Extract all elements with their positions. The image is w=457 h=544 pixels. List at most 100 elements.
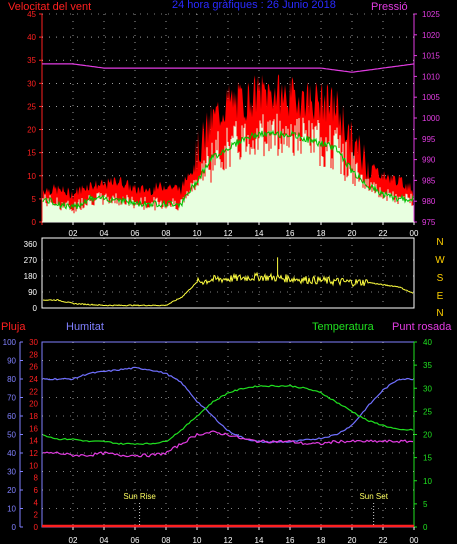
rain-tick-label: 2 — [34, 511, 39, 520]
temperature-tick-label: 15 — [423, 454, 432, 463]
wind-tick-label: 15 — [27, 149, 36, 158]
x-tick-label: 06 — [131, 536, 140, 544]
x-tick-label: 08 — [162, 229, 171, 238]
humidity-title: Humitat — [66, 321, 104, 333]
wind-tick-label: 25 — [27, 102, 36, 111]
temperature-series — [42, 384, 414, 446]
x-tick-label: 04 — [100, 536, 109, 544]
temperature-tick-label: 35 — [423, 361, 432, 370]
humidity-series — [42, 366, 414, 444]
temperature-tick-label: 25 — [423, 407, 432, 416]
x-tick-label: 22 — [379, 229, 388, 238]
pressure-tick-label: 985 — [422, 176, 436, 185]
wind-tick-label: 5 — [32, 195, 37, 204]
temperature-tick-label: 5 — [423, 500, 428, 509]
wind-tick-label: 45 — [27, 10, 36, 19]
direction-tick-label: 180 — [24, 272, 38, 281]
humidity-tick-label: 40 — [7, 449, 16, 458]
wind-tick-label: 30 — [27, 79, 36, 88]
x-tick-label: 02 — [69, 536, 78, 544]
pressure-tick-label: 1020 — [422, 31, 440, 40]
x-tick-label: 22 — [379, 536, 388, 544]
x-tick-label: 00 — [410, 536, 419, 544]
humidity-tick-label: 50 — [7, 431, 16, 440]
x-tick-label: 02 — [69, 229, 78, 238]
x-tick-label: 14 — [255, 229, 264, 238]
temperature-tick-label: 30 — [423, 384, 432, 393]
dewpoint-series — [42, 430, 414, 458]
compass-label: S — [437, 273, 444, 284]
wind-direction-series — [42, 271, 414, 307]
rain-tick-label: 20 — [29, 400, 38, 409]
humidity-tick-label: 80 — [7, 375, 16, 384]
pressure-tick-label: 1025 — [422, 10, 440, 19]
direction-tick-label: 0 — [33, 304, 38, 313]
rain-tick-label: 16 — [29, 424, 38, 433]
pressure-series — [42, 63, 415, 73]
x-tick-label: 10 — [193, 536, 202, 544]
rain-tick-label: 4 — [34, 498, 39, 507]
humidity-tick-label: 60 — [7, 412, 16, 421]
rain-tick-label: 14 — [29, 437, 38, 446]
pressure-tick-label: 980 — [422, 197, 436, 206]
rain-tick-label: 18 — [29, 412, 38, 421]
pressure-tick-label: 1005 — [422, 93, 440, 102]
dew-point-title: Punt rosada — [392, 321, 452, 333]
pressure-tick-label: 995 — [422, 135, 436, 144]
compass-label: E — [437, 291, 444, 302]
x-tick-label: 00 — [410, 229, 419, 238]
wind-tick-label: 35 — [27, 56, 36, 65]
humidity-tick-label: 70 — [7, 394, 16, 403]
x-tick-label: 08 — [162, 536, 171, 544]
chart-title: 24 hora gràfiques : 26 Junio 2018 — [172, 0, 336, 11]
temperature-tick-label: 0 — [423, 523, 428, 532]
x-tick-label: 20 — [348, 536, 357, 544]
wind-tick-label: 10 — [27, 172, 36, 181]
x-tick-label: 04 — [100, 229, 109, 238]
direction-tick-label: 270 — [24, 256, 38, 265]
humidity-tick-label: 20 — [7, 486, 16, 495]
x-tick-label: 12 — [224, 536, 233, 544]
x-tick-label: 06 — [131, 229, 140, 238]
x-tick-label: 12 — [224, 229, 233, 238]
rain-tick-label: 8 — [34, 474, 39, 483]
wind-tick-label: 40 — [27, 33, 36, 42]
compass-label: N — [436, 308, 443, 319]
x-tick-label: 20 — [348, 229, 357, 238]
sunset-label: Sun Set — [359, 492, 388, 501]
humidity-tick-label: 10 — [7, 505, 16, 514]
pressure-tick-label: 975 — [422, 218, 436, 227]
pressure-tick-label: 1015 — [422, 52, 440, 61]
pressure-tick-label: 1010 — [422, 72, 440, 81]
rain-title: Pluja — [1, 321, 26, 333]
wind-tick-label: 0 — [32, 218, 37, 227]
wind-tick-label: 20 — [27, 126, 36, 135]
x-tick-label: 18 — [317, 536, 326, 544]
rain-tick-label: 30 — [29, 338, 38, 347]
pressure-tick-label: 1000 — [422, 114, 440, 123]
humidity-tick-label: 30 — [7, 468, 16, 477]
temperature-title: Temperatura — [312, 321, 375, 333]
x-tick-label: 16 — [286, 229, 295, 238]
temperature-tick-label: 40 — [423, 338, 432, 347]
wind-speed-series — [42, 113, 414, 222]
temperature-tick-label: 10 — [423, 477, 432, 486]
pressure-tick-label: 990 — [422, 156, 436, 165]
wind-speed-title: Velocitat del vent — [8, 1, 91, 13]
sunrise-label: Sun Rise — [123, 492, 156, 501]
compass-label: W — [435, 255, 445, 266]
wind-average-series — [42, 129, 414, 210]
x-tick-label: 14 — [255, 536, 264, 544]
compass-label: N — [436, 237, 443, 248]
rain-tick-label: 0 — [34, 523, 39, 532]
pressure-title: Pressió — [371, 1, 408, 13]
rain-tick-label: 6 — [34, 486, 39, 495]
x-tick-label: 16 — [286, 536, 295, 544]
x-tick-label: 10 — [193, 229, 202, 238]
humidity-tick-label: 0 — [12, 523, 17, 532]
rain-tick-label: 22 — [29, 387, 38, 396]
direction-tick-label: 360 — [24, 240, 38, 249]
temperature-tick-label: 20 — [423, 431, 432, 440]
